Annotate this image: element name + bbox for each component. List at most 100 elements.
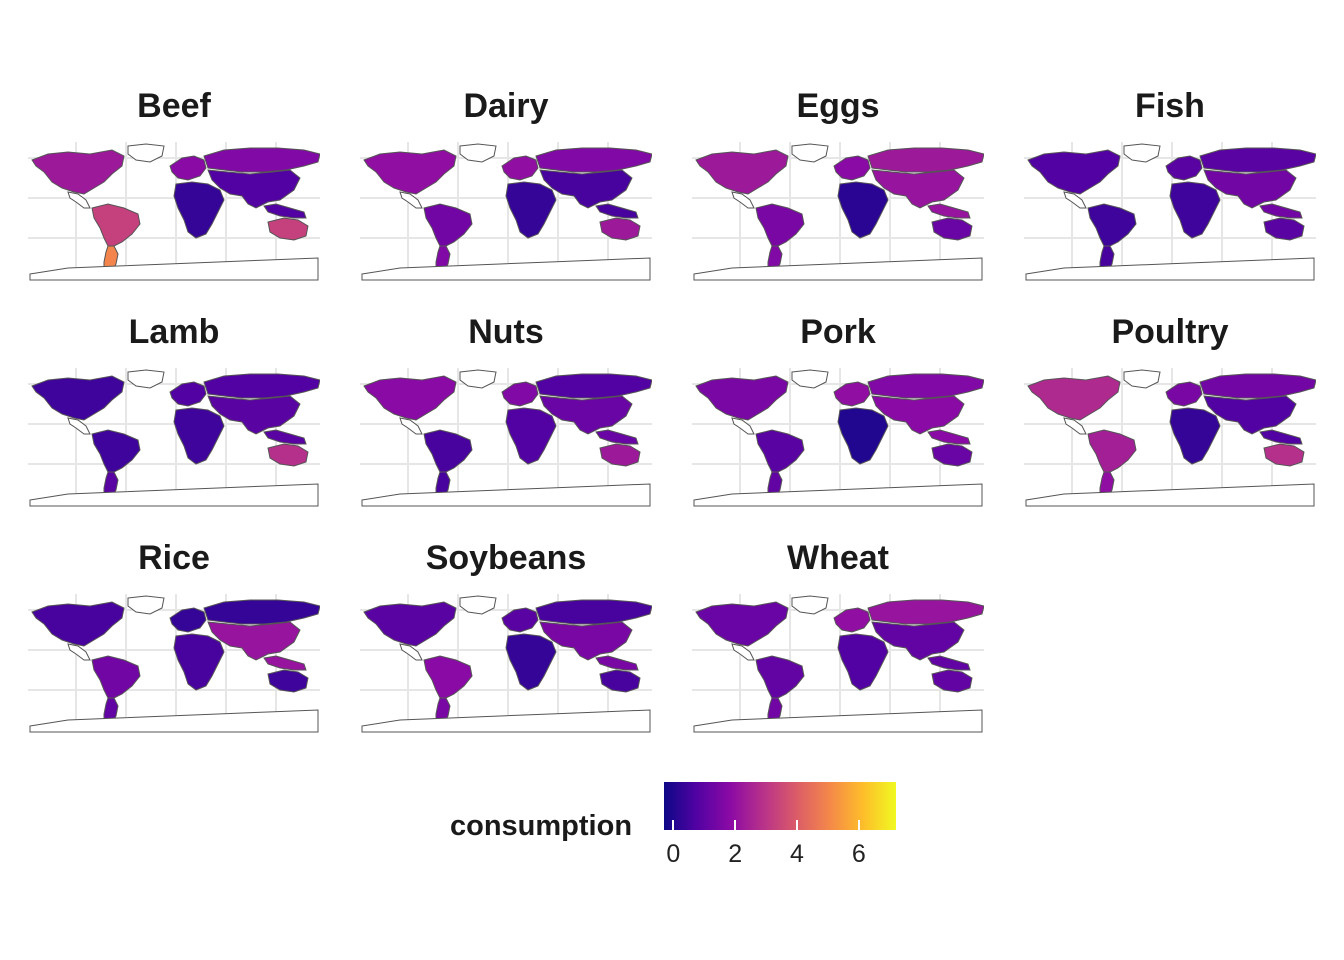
region-greenland — [459, 143, 497, 163]
region-antarctica — [1025, 483, 1315, 507]
region-sa — [423, 655, 473, 699]
region-eu — [833, 381, 871, 407]
region-ru — [535, 147, 652, 173]
region-ca — [67, 191, 91, 209]
region-eu — [833, 607, 871, 633]
region-ru — [1199, 147, 1316, 173]
region-af — [505, 181, 557, 239]
region-asia — [871, 621, 965, 661]
region-au — [267, 443, 309, 467]
panel-title: Fish — [1135, 87, 1205, 125]
region-greenland — [791, 595, 829, 615]
region-ru — [867, 147, 984, 173]
region-antarctica — [693, 257, 983, 281]
region-antarctica — [1025, 257, 1315, 281]
map-panel-eggs: Eggs — [692, 86, 984, 286]
region-antarctica — [29, 709, 319, 733]
region-greenland — [1123, 143, 1161, 163]
region-na — [1027, 375, 1121, 421]
map-panel-fish: Fish — [1024, 86, 1316, 286]
region-eu — [1165, 381, 1203, 407]
region-antarctica — [693, 483, 983, 507]
world-map — [28, 594, 320, 733]
region-asia — [1259, 429, 1303, 445]
region-eu — [501, 607, 539, 633]
map-panel-pork: Pork — [692, 312, 984, 512]
region-na — [363, 601, 457, 647]
region-eu — [169, 381, 207, 407]
color-legend: consumption 0 2 4 6 — [440, 782, 910, 882]
region-asia — [207, 621, 301, 661]
region-na — [31, 149, 125, 195]
panel-title: Lamb — [128, 313, 220, 351]
region-au — [267, 669, 309, 693]
region-greenland — [791, 369, 829, 389]
legend-tick-label: 0 — [666, 840, 681, 868]
region-au — [599, 443, 641, 467]
region-eu — [169, 607, 207, 633]
region-sa — [1087, 203, 1137, 247]
region-na — [31, 375, 125, 421]
region-asia — [595, 429, 639, 445]
legend-tick-mark — [672, 820, 675, 830]
region-af — [837, 181, 889, 239]
map-panel-beef: Beef — [28, 86, 320, 286]
region-eu — [1165, 155, 1203, 181]
world-map — [28, 142, 320, 281]
region-greenland — [127, 595, 165, 615]
region-au — [267, 217, 309, 241]
region-greenland — [1123, 369, 1161, 389]
region-af — [505, 633, 557, 691]
region-au — [599, 217, 641, 241]
region-greenland — [127, 369, 165, 389]
panel-title: Rice — [138, 539, 210, 577]
region-asia — [207, 395, 301, 435]
region-asia — [539, 169, 633, 209]
region-ru — [535, 599, 652, 625]
region-af — [173, 633, 225, 691]
region-af — [505, 407, 557, 465]
region-sa — [91, 203, 141, 247]
legend-tick-label: 6 — [851, 840, 866, 868]
world-map — [28, 368, 320, 507]
region-antarctica — [693, 709, 983, 733]
region-antarctica — [361, 483, 651, 507]
world-map — [1024, 142, 1316, 281]
map-panel-poultry: Poultry — [1024, 312, 1316, 512]
region-af — [173, 407, 225, 465]
region-ca — [731, 191, 755, 209]
legend-tick-mark — [734, 820, 737, 830]
region-ru — [203, 147, 320, 173]
panel-title: Eggs — [796, 87, 880, 125]
region-asia — [871, 395, 965, 435]
region-sa — [91, 429, 141, 473]
legend-color-bar — [664, 782, 896, 830]
region-asia — [539, 395, 633, 435]
map-panel-nuts: Nuts — [360, 312, 652, 512]
legend-tick-mark — [796, 820, 798, 830]
region-asia — [871, 169, 965, 209]
region-asia — [1259, 203, 1303, 219]
region-asia — [595, 203, 639, 219]
region-na — [695, 601, 789, 647]
region-ca — [67, 643, 91, 661]
region-greenland — [459, 369, 497, 389]
region-asia — [263, 203, 307, 219]
panel-title: Wheat — [787, 539, 889, 577]
region-au — [1263, 443, 1305, 467]
world-map — [360, 368, 652, 507]
region-au — [1263, 217, 1305, 241]
region-antarctica — [29, 257, 319, 281]
panel-title: Nuts — [468, 313, 544, 351]
region-asia — [927, 429, 971, 445]
region-asia — [207, 169, 301, 209]
region-sa — [423, 203, 473, 247]
region-asia — [927, 655, 971, 671]
region-asia — [595, 655, 639, 671]
region-sa — [91, 655, 141, 699]
region-af — [837, 407, 889, 465]
region-au — [931, 217, 973, 241]
region-ru — [867, 373, 984, 399]
region-na — [363, 149, 457, 195]
legend-title: consumption — [450, 810, 633, 842]
